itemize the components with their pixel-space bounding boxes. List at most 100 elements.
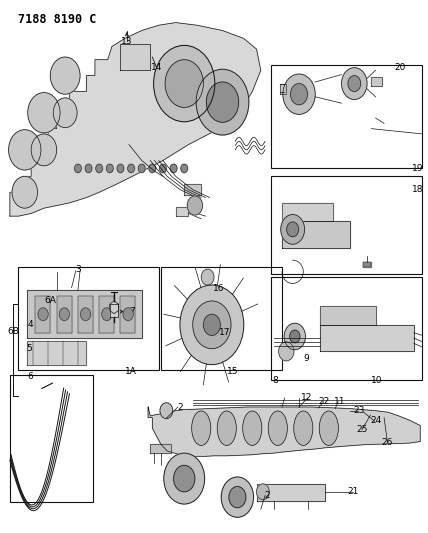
- Polygon shape: [36, 296, 50, 333]
- Text: 3: 3: [75, 265, 81, 273]
- Text: 21: 21: [348, 487, 359, 496]
- Circle shape: [290, 330, 300, 343]
- Text: 22: 22: [318, 397, 329, 406]
- Circle shape: [165, 60, 203, 108]
- Circle shape: [123, 308, 133, 320]
- Ellipse shape: [243, 411, 262, 446]
- Bar: [10, 375, 93, 503]
- Polygon shape: [110, 304, 118, 317]
- Circle shape: [174, 465, 195, 492]
- Circle shape: [102, 308, 112, 320]
- Text: 4: 4: [27, 320, 33, 329]
- Polygon shape: [282, 221, 350, 248]
- Ellipse shape: [192, 411, 211, 446]
- Polygon shape: [110, 301, 119, 314]
- Bar: [271, 176, 422, 274]
- Ellipse shape: [319, 411, 339, 446]
- Text: 9: 9: [304, 354, 309, 364]
- Polygon shape: [56, 296, 71, 333]
- Polygon shape: [120, 44, 150, 70]
- Bar: [18, 266, 159, 370]
- Circle shape: [281, 215, 305, 244]
- Polygon shape: [27, 341, 86, 365]
- Polygon shape: [78, 296, 93, 333]
- Circle shape: [229, 487, 246, 508]
- Circle shape: [107, 164, 113, 173]
- Ellipse shape: [268, 411, 287, 446]
- Circle shape: [28, 93, 60, 133]
- Circle shape: [59, 308, 69, 320]
- Circle shape: [96, 164, 103, 173]
- Circle shape: [193, 301, 231, 349]
- Circle shape: [201, 269, 214, 285]
- Circle shape: [283, 74, 315, 114]
- Bar: [271, 65, 422, 168]
- Circle shape: [164, 453, 205, 504]
- Circle shape: [149, 164, 156, 173]
- Polygon shape: [256, 484, 324, 501]
- Circle shape: [180, 285, 244, 365]
- Circle shape: [206, 82, 239, 122]
- Text: 7: 7: [130, 307, 135, 316]
- Polygon shape: [148, 407, 420, 456]
- Circle shape: [160, 403, 173, 419]
- Text: 26: 26: [382, 438, 393, 447]
- Circle shape: [154, 45, 215, 122]
- Text: 6: 6: [27, 372, 33, 381]
- Polygon shape: [27, 290, 142, 338]
- Text: 23: 23: [353, 406, 364, 415]
- Polygon shape: [10, 22, 261, 216]
- Circle shape: [138, 164, 145, 173]
- Circle shape: [31, 134, 56, 166]
- Ellipse shape: [217, 411, 236, 446]
- Circle shape: [53, 98, 77, 127]
- Text: 6A: 6A: [45, 296, 56, 305]
- Circle shape: [117, 164, 124, 173]
- Polygon shape: [320, 325, 414, 351]
- Text: 5: 5: [26, 344, 32, 353]
- Circle shape: [291, 84, 308, 105]
- Circle shape: [203, 314, 220, 335]
- Circle shape: [284, 323, 306, 350]
- Bar: [161, 266, 282, 370]
- Text: 2: 2: [265, 491, 270, 500]
- Circle shape: [85, 164, 92, 173]
- Circle shape: [196, 69, 249, 135]
- Bar: [271, 277, 422, 381]
- Circle shape: [38, 308, 48, 320]
- Circle shape: [80, 308, 91, 320]
- Text: 7188 8190 C: 7188 8190 C: [18, 13, 97, 26]
- Text: 1A: 1A: [125, 367, 137, 376]
- Circle shape: [12, 176, 38, 208]
- Polygon shape: [363, 262, 372, 266]
- Text: 6B: 6B: [7, 327, 19, 336]
- Circle shape: [9, 130, 41, 170]
- Text: 14: 14: [151, 63, 162, 72]
- Text: 2: 2: [177, 402, 183, 411]
- Circle shape: [187, 196, 202, 215]
- Polygon shape: [176, 207, 188, 216]
- Text: 16: 16: [213, 284, 224, 293]
- Polygon shape: [184, 184, 201, 195]
- Polygon shape: [372, 77, 382, 86]
- Polygon shape: [150, 444, 172, 453]
- Circle shape: [256, 484, 269, 500]
- Circle shape: [128, 164, 134, 173]
- Text: 19: 19: [411, 164, 423, 173]
- Text: 8: 8: [273, 376, 279, 385]
- Text: 24: 24: [370, 416, 381, 425]
- Ellipse shape: [294, 411, 313, 446]
- Circle shape: [50, 57, 80, 94]
- Text: 11: 11: [334, 397, 345, 406]
- Polygon shape: [120, 296, 135, 333]
- Circle shape: [279, 342, 294, 361]
- Text: 10: 10: [371, 376, 382, 385]
- Text: 18: 18: [411, 185, 423, 194]
- Circle shape: [181, 164, 187, 173]
- Circle shape: [170, 164, 177, 173]
- Polygon shape: [320, 306, 376, 325]
- Text: 13: 13: [121, 37, 133, 46]
- Circle shape: [348, 76, 361, 92]
- Circle shape: [74, 164, 81, 173]
- Text: 20: 20: [395, 63, 406, 72]
